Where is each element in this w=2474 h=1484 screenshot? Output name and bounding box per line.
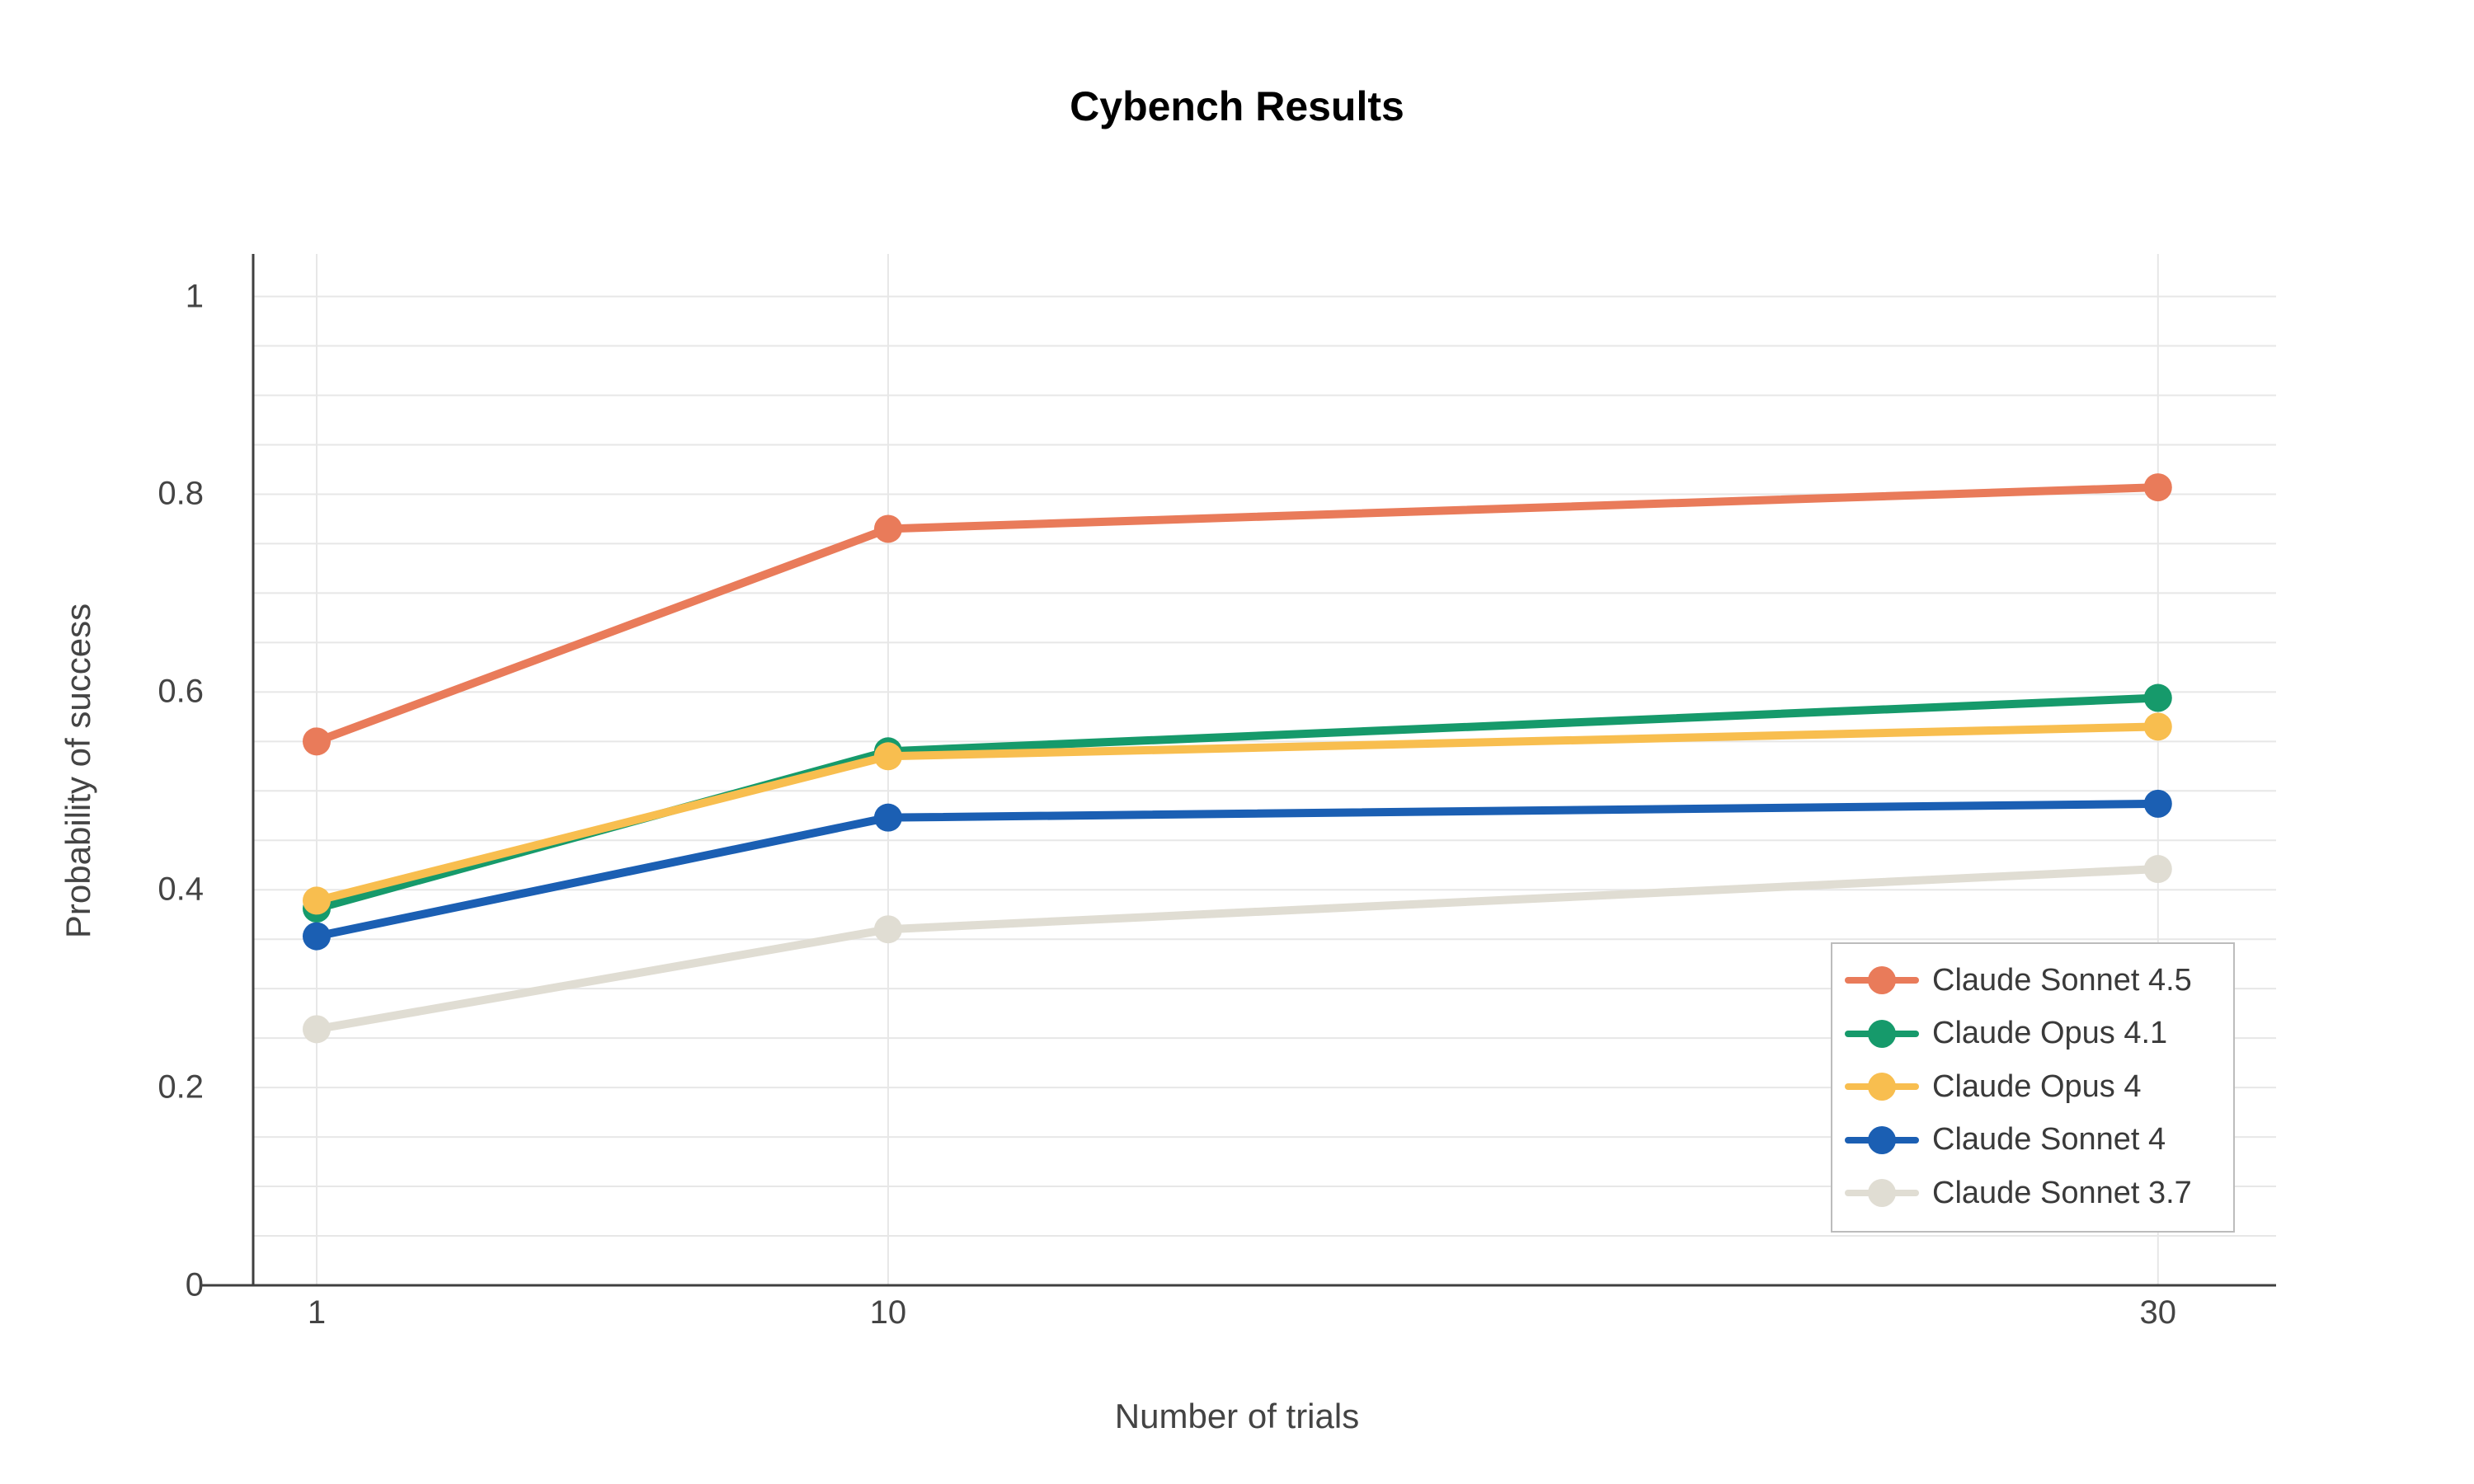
legend-label: Claude Sonnet 3.7 [1932, 1175, 2192, 1210]
x-axis-title: Number of trials [1114, 1397, 1360, 1435]
y-tick-label: 0.2 [158, 1068, 204, 1106]
y-tick-label: 0.8 [158, 475, 204, 512]
y-tick-label: 0.6 [158, 673, 204, 710]
data-point[interactable] [2143, 855, 2172, 884]
legend-item[interactable]: Claude Sonnet 4.5 [1845, 954, 2233, 1007]
legend-marker [1868, 1179, 1896, 1208]
data-point[interactable] [873, 915, 902, 944]
legend-line-marker-icon [1845, 1178, 1919, 1208]
legend-line-marker-icon [1845, 1125, 1919, 1155]
y-tick-label: 1 [185, 278, 204, 315]
legend-label: Claude Sonnet 4.5 [1932, 962, 2192, 998]
legend-marker [1868, 1125, 1896, 1154]
series-claude-sonnet-4.5 [302, 473, 2172, 756]
legend-marker [1868, 1073, 1896, 1101]
legend-line-marker-icon [1845, 965, 1919, 995]
series-claude-sonnet-3.7 [302, 855, 2172, 1044]
legend-label: Claude Sonnet 4 [1932, 1122, 2166, 1158]
data-point[interactable] [302, 886, 331, 915]
legend-item[interactable]: Claude Sonnet 4 [1845, 1114, 2233, 1167]
data-point[interactable] [302, 1015, 331, 1044]
legend-marker [1868, 966, 1896, 995]
data-point[interactable] [873, 803, 902, 832]
y-tick-label: 0.4 [158, 871, 204, 908]
chart-title: Cybench Results [1070, 83, 1404, 129]
data-point[interactable] [873, 742, 902, 771]
data-point[interactable] [2143, 789, 2172, 818]
series-line [315, 483, 2158, 746]
legend-line-marker-icon [1845, 1072, 1919, 1101]
y-tick-label: 0 [185, 1266, 204, 1303]
legend-line-marker-icon [1845, 1019, 1919, 1049]
data-point[interactable] [873, 514, 902, 543]
x-tick-label: 10 [869, 1294, 907, 1331]
y-axis-title: Probability of success [59, 603, 97, 939]
legend-label: Claude Opus 4 [1932, 1068, 2142, 1104]
legend-item[interactable]: Claude Opus 4 [1845, 1060, 2233, 1114]
data-point[interactable] [2143, 473, 2172, 502]
series-claude-opus-4 [302, 712, 2172, 915]
axes [200, 254, 2276, 1287]
data-point[interactable] [302, 727, 331, 756]
legend-marker [1868, 1019, 1896, 1048]
legend-label: Claude Opus 4.1 [1932, 1016, 2168, 1051]
legend-item[interactable]: Claude Sonnet 3.7 [1845, 1167, 2233, 1220]
series-claude-sonnet-4 [302, 789, 2172, 951]
data-point[interactable] [2143, 712, 2172, 741]
x-tick-label: 1 [307, 1294, 327, 1331]
legend: Claude Sonnet 4.5 Claude Opus 4.1 Claude O… [1831, 942, 2235, 1233]
x-tick-label: 30 [2139, 1294, 2177, 1331]
data-point[interactable] [2143, 683, 2172, 712]
legend-item[interactable]: Claude Opus 4.1 [1845, 1007, 2233, 1061]
data-point[interactable] [302, 922, 331, 951]
